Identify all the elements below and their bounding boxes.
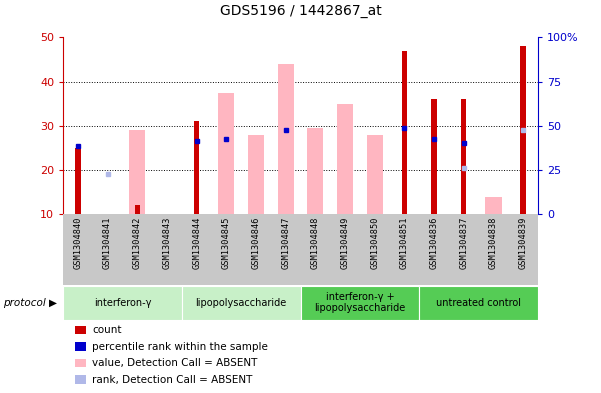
Bar: [63, 286, 182, 320]
Text: GSM1304841: GSM1304841: [103, 216, 112, 269]
Bar: [461, 99, 466, 214]
Text: GDS5196 / 1442867_at: GDS5196 / 1442867_at: [219, 4, 382, 18]
Bar: [278, 64, 294, 214]
Text: GSM1304838: GSM1304838: [489, 216, 498, 269]
Text: untreated control: untreated control: [436, 298, 521, 308]
Bar: [419, 286, 538, 320]
Bar: [337, 104, 353, 214]
Bar: [300, 286, 419, 320]
Bar: [401, 51, 407, 214]
Text: GSM1304849: GSM1304849: [341, 216, 350, 269]
Text: GSM1304851: GSM1304851: [400, 216, 409, 269]
Bar: [218, 93, 234, 214]
Bar: [75, 148, 81, 214]
Bar: [182, 286, 300, 320]
Text: interferon-γ: interferon-γ: [94, 298, 151, 308]
Bar: [520, 46, 526, 214]
Text: GSM1304848: GSM1304848: [311, 216, 320, 269]
Bar: [307, 128, 323, 214]
Text: protocol ▶: protocol ▶: [3, 298, 57, 308]
Text: GSM1304842: GSM1304842: [133, 216, 142, 269]
Text: GSM1304837: GSM1304837: [459, 216, 468, 269]
Text: GSM1304840: GSM1304840: [73, 216, 82, 269]
Text: count: count: [92, 325, 121, 335]
Bar: [485, 196, 502, 214]
Text: interferon-γ +
lipopolysaccharide: interferon-γ + lipopolysaccharide: [314, 292, 406, 313]
Bar: [194, 121, 200, 214]
Text: GSM1304850: GSM1304850: [370, 216, 379, 269]
Text: GSM1304845: GSM1304845: [222, 216, 231, 269]
Bar: [135, 205, 140, 214]
Text: value, Detection Call = ABSENT: value, Detection Call = ABSENT: [92, 358, 257, 368]
Text: GSM1304839: GSM1304839: [519, 216, 528, 269]
Text: percentile rank within the sample: percentile rank within the sample: [92, 342, 268, 352]
Text: rank, Detection Call = ABSENT: rank, Detection Call = ABSENT: [92, 375, 252, 385]
Bar: [129, 130, 145, 214]
Bar: [367, 134, 383, 214]
Text: lipopolysaccharide: lipopolysaccharide: [195, 298, 287, 308]
Bar: [432, 99, 437, 214]
Text: GSM1304844: GSM1304844: [192, 216, 201, 269]
Bar: [248, 134, 264, 214]
Text: GSM1304836: GSM1304836: [430, 216, 439, 269]
Text: GSM1304843: GSM1304843: [162, 216, 171, 269]
Text: GSM1304847: GSM1304847: [281, 216, 290, 269]
Text: GSM1304846: GSM1304846: [251, 216, 260, 269]
